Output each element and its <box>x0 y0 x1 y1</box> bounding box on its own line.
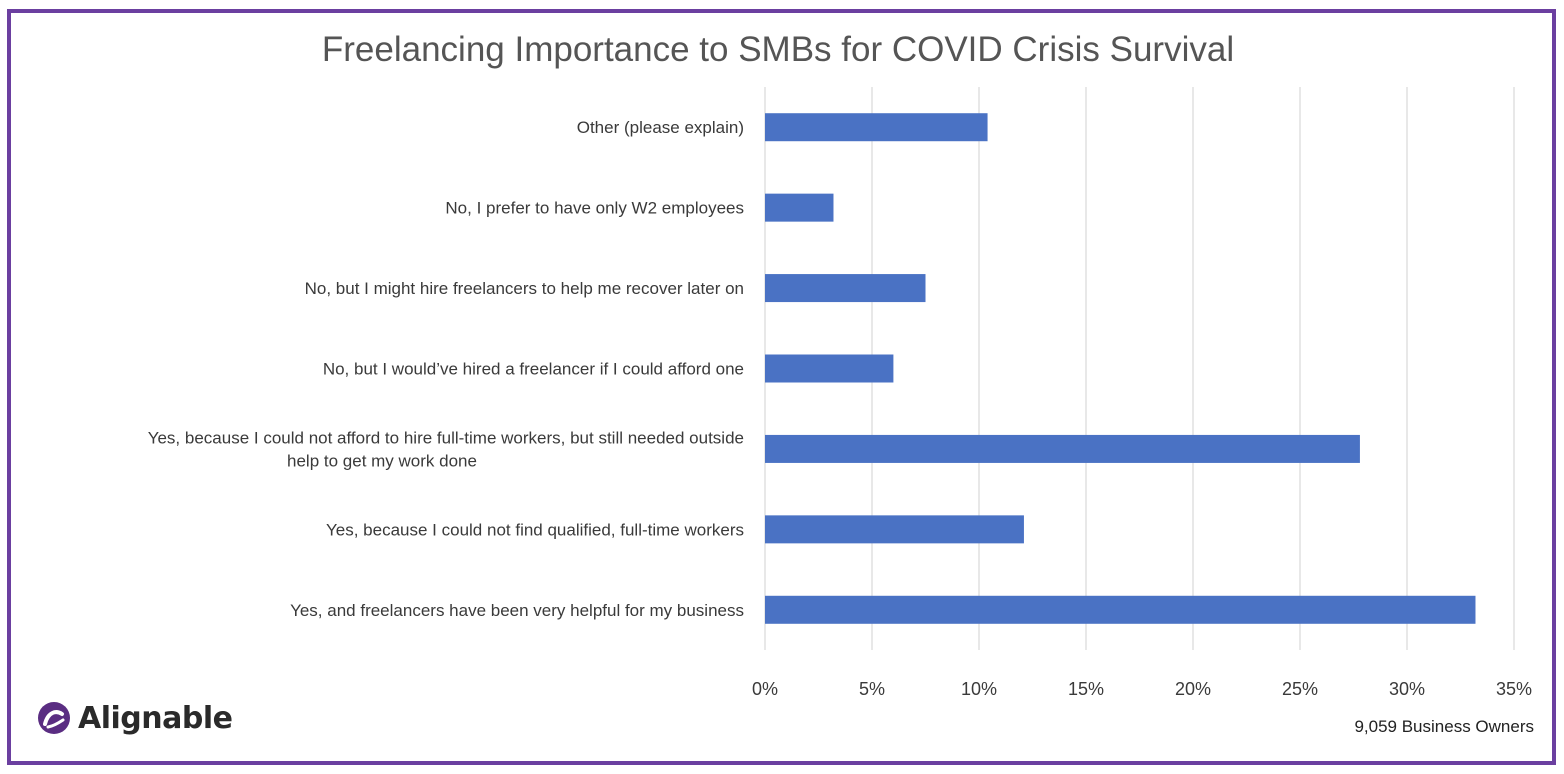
respondent-count-note: 9,059 Business Owners <box>1354 717 1534 736</box>
bar <box>765 113 988 142</box>
alignable-logo: Alignable <box>36 696 233 740</box>
category-label: Other (please explain) <box>577 118 744 137</box>
x-tick-label: 25% <box>1282 679 1318 699</box>
bars <box>765 113 1476 624</box>
x-tick-label: 35% <box>1496 679 1532 699</box>
bar <box>765 193 834 222</box>
x-tick-label: 15% <box>1068 679 1104 699</box>
x-tick-label: 10% <box>961 679 997 699</box>
category-labels: Other (please explain) No, I prefer to ha… <box>148 118 744 620</box>
category-label: Yes, because I could not find qualified,… <box>326 520 744 539</box>
category-label: Yes, and freelancers have been very help… <box>290 601 744 620</box>
alignable-logo-icon <box>38 702 70 734</box>
x-tick-label: 0% <box>752 679 778 699</box>
category-label: Yes, because I could not afford to hire … <box>148 428 744 470</box>
x-axis-tick-labels: 0% 5% 10% 15% 20% 25% 30% 35% <box>752 679 1532 699</box>
category-label: No, but I would’ve hired a freelancer if… <box>323 360 744 379</box>
bar <box>765 274 926 303</box>
logo-wordmark: Alignable <box>78 700 233 736</box>
x-tick-label: 30% <box>1389 679 1425 699</box>
bar <box>765 434 1360 463</box>
gridlines <box>764 87 1515 650</box>
bar <box>765 354 894 383</box>
category-label: No, but I might hire freelancers to help… <box>305 279 744 298</box>
bar <box>765 595 1476 624</box>
category-label-line: help to get my work done <box>287 451 477 470</box>
bar <box>765 515 1024 544</box>
chart-title: Freelancing Importance to SMBs for COVID… <box>321 30 1235 69</box>
category-label: No, I prefer to have only W2 employees <box>445 199 744 218</box>
x-tick-label: 5% <box>859 679 885 699</box>
x-tick-label: 20% <box>1175 679 1211 699</box>
category-label-line: Yes, because I could not afford to hire … <box>148 428 744 447</box>
